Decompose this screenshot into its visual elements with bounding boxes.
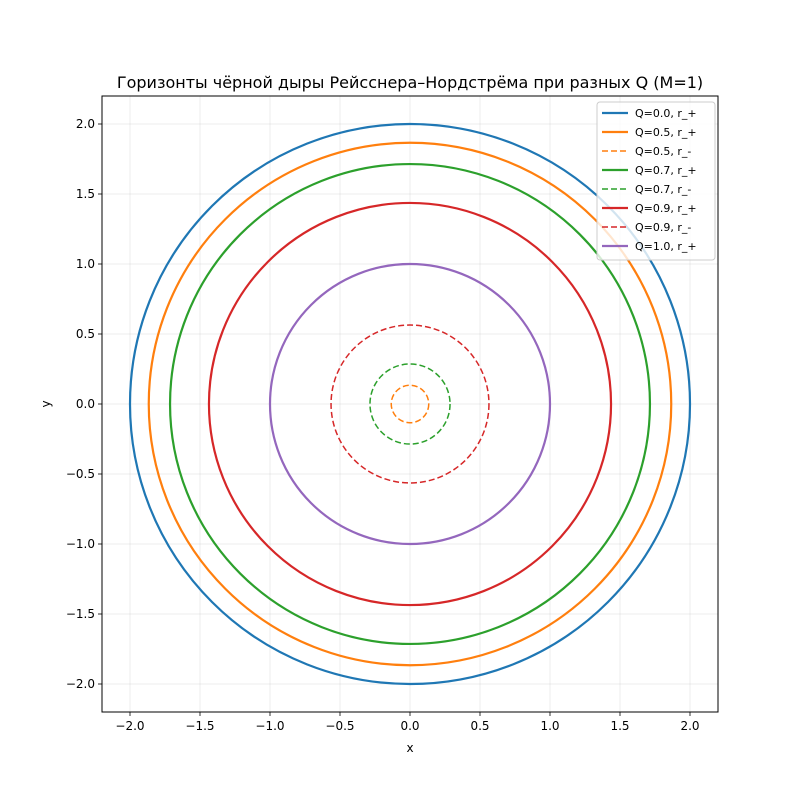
- x-tick-label: 0.5: [470, 719, 489, 733]
- x-tick-label: −2.0: [115, 719, 144, 733]
- legend-label: Q=0.9, r_+: [635, 202, 697, 215]
- x-tick-label: 0.0: [400, 719, 419, 733]
- legend-label: Q=0.5, r_-: [635, 145, 691, 158]
- y-tick-label: 1.5: [76, 187, 95, 201]
- y-tick-label: −1.5: [66, 607, 95, 621]
- y-tick-label: 1.0: [76, 257, 95, 271]
- legend-box: [596, 101, 716, 261]
- legend-label: Q=0.7, r_-: [635, 183, 691, 196]
- y-tick-label: −1.0: [66, 537, 95, 551]
- x-tick-label: −1.5: [185, 719, 214, 733]
- y-tick-label: 0.0: [76, 397, 95, 411]
- series-circle: [330, 324, 490, 484]
- legend-label: Q=0.7, r_+: [635, 164, 697, 177]
- series-layer: [128, 122, 692, 686]
- series-circle: [168, 162, 652, 646]
- legend-label: Q=0.5, r_+: [635, 126, 697, 139]
- y-tick-label: 2.0: [76, 117, 95, 131]
- y-tick-label: −2.0: [66, 677, 95, 691]
- series-circle: [268, 262, 552, 546]
- legend-label: Q=0.0, r_+: [635, 107, 697, 120]
- y-tick-label: −0.5: [66, 467, 95, 481]
- x-tick-label: 1.0: [540, 719, 559, 733]
- x-axis-label: x: [406, 741, 413, 755]
- chart-title: Горизонты чёрной дыры Рейсснера–Нордстрё…: [117, 73, 703, 92]
- legend-label: Q=0.9, r_-: [635, 221, 691, 234]
- y-tick-label: 0.5: [76, 327, 95, 341]
- x-tick-label: 1.5: [610, 719, 629, 733]
- series-circle: [128, 122, 692, 686]
- legend-label: Q=1.0, r_+: [635, 240, 697, 253]
- series-circle: [147, 141, 673, 667]
- series-circle: [390, 384, 430, 424]
- x-tick-label: −0.5: [325, 719, 354, 733]
- y-axis-label: y: [39, 400, 53, 407]
- series-circle: [207, 201, 613, 607]
- x-tick-label: 2.0: [680, 719, 699, 733]
- ticks: −2.0 −1.5 −1.0 −0.5 0.0 0.5 1.0 1.5 2.0 −2.0 −1.5 −…: [66, 117, 700, 733]
- legend: Q=0.0, r_+ Q=0.5, r_+ Q=0.5, r_- Q=0.7, r_+…: [596, 101, 716, 261]
- series-circle: [369, 363, 451, 445]
- x-tick-label: −1.0: [255, 719, 284, 733]
